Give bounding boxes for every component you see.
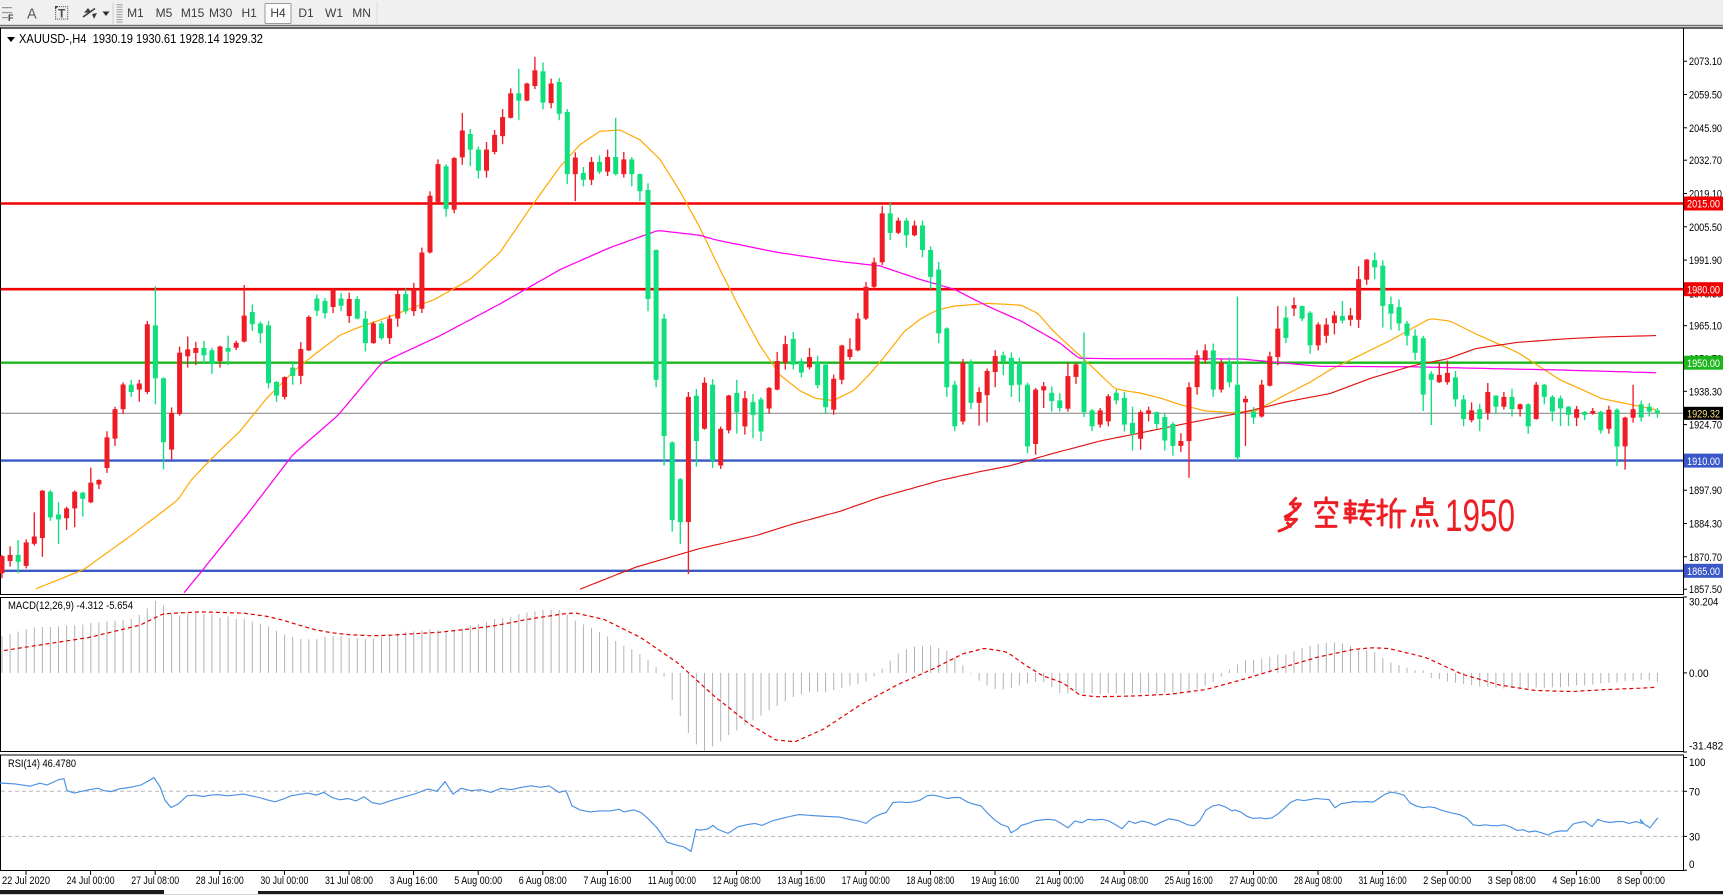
svg-text:3 Sep 08:00: 3 Sep 08:00 — [1488, 875, 1536, 887]
svg-text:22 Jul 2020: 22 Jul 2020 — [2, 875, 50, 887]
svg-text:F: F — [8, 13, 14, 23]
svg-text:1865.00: 1865.00 — [1687, 566, 1720, 578]
svg-text:30 Jul 00:00: 30 Jul 00:00 — [260, 875, 308, 887]
svg-text:21 Aug 00:00: 21 Aug 00:00 — [1036, 875, 1084, 887]
svg-text:D1: D1 — [298, 6, 314, 20]
svg-text:H1: H1 — [242, 6, 258, 20]
svg-text:19 Aug 16:00: 19 Aug 16:00 — [971, 875, 1019, 887]
svg-text:27 Aug 00:00: 27 Aug 00:00 — [1229, 875, 1277, 887]
svg-text:2059.50: 2059.50 — [1689, 90, 1722, 102]
svg-text:1980.00: 1980.00 — [1687, 284, 1720, 296]
svg-text:2045.90: 2045.90 — [1689, 123, 1722, 135]
svg-text:1950: 1950 — [1445, 490, 1515, 541]
svg-text:1857.50: 1857.50 — [1689, 584, 1722, 596]
svg-text:W1: W1 — [325, 6, 343, 20]
svg-text:M15: M15 — [181, 6, 205, 20]
svg-text:100: 100 — [1689, 757, 1706, 769]
svg-text:12 Aug 08:00: 12 Aug 08:00 — [713, 875, 761, 887]
svg-text:31 Jul 08:00: 31 Jul 08:00 — [325, 875, 373, 887]
svg-text:1884.30: 1884.30 — [1689, 519, 1722, 531]
svg-text:1965.10: 1965.10 — [1689, 321, 1722, 333]
svg-text:25 Aug 16:00: 25 Aug 16:00 — [1165, 875, 1213, 887]
svg-text:MACD(12,26,9) -4.312 -5.654: MACD(12,26,9) -4.312 -5.654 — [8, 600, 133, 612]
svg-text:30: 30 — [1689, 831, 1700, 843]
svg-text:RSI(14) 46.4780: RSI(14) 46.4780 — [8, 758, 76, 770]
svg-text:28 Jul 16:00: 28 Jul 16:00 — [196, 875, 244, 887]
svg-text:XAUUSD-,H4 1930.19 1930.61 19: XAUUSD-,H4 1930.19 1930.61 1928.14 1929.… — [19, 32, 263, 46]
svg-text:MN: MN — [352, 6, 371, 20]
svg-text:2005.50: 2005.50 — [1689, 222, 1722, 234]
svg-text:18 Aug 08:00: 18 Aug 08:00 — [906, 875, 954, 887]
svg-text:1910.00: 1910.00 — [1687, 456, 1720, 468]
svg-text:8 Sep 00:00: 8 Sep 00:00 — [1617, 875, 1665, 887]
svg-text:30.204: 30.204 — [1689, 597, 1718, 609]
svg-text:1938.30: 1938.30 — [1689, 386, 1722, 398]
svg-text:17 Aug 00:00: 17 Aug 00:00 — [842, 875, 890, 887]
svg-text:70: 70 — [1689, 786, 1700, 798]
svg-text:M5: M5 — [156, 6, 173, 20]
svg-text:T: T — [58, 7, 66, 21]
svg-text:M1: M1 — [127, 6, 144, 20]
svg-text:2 Sep 00:00: 2 Sep 00:00 — [1423, 875, 1471, 887]
svg-text:13 Aug 16:00: 13 Aug 16:00 — [777, 875, 825, 887]
svg-text:31 Aug 16:00: 31 Aug 16:00 — [1359, 875, 1407, 887]
svg-text:1991.90: 1991.90 — [1689, 255, 1722, 267]
svg-text:H4: H4 — [270, 6, 286, 20]
svg-text:1897.90: 1897.90 — [1689, 485, 1722, 497]
svg-text:A: A — [27, 7, 37, 23]
svg-text:1929.32: 1929.32 — [1687, 408, 1720, 420]
svg-text:5 Aug 00:00: 5 Aug 00:00 — [454, 875, 502, 887]
svg-text:7 Aug 16:00: 7 Aug 16:00 — [583, 875, 631, 887]
svg-text:0: 0 — [1689, 859, 1695, 871]
svg-text:M30: M30 — [209, 6, 233, 20]
svg-text:28 Aug 08:00: 28 Aug 08:00 — [1294, 875, 1342, 887]
svg-text:27 Jul 08:00: 27 Jul 08:00 — [131, 875, 179, 887]
svg-text:0.00: 0.00 — [1689, 668, 1709, 680]
svg-text:11 Aug 00:00: 11 Aug 00:00 — [648, 875, 696, 887]
svg-text:2073.10: 2073.10 — [1689, 56, 1722, 68]
svg-text:2032.70: 2032.70 — [1689, 155, 1722, 167]
svg-text:3 Aug 16:00: 3 Aug 16:00 — [390, 875, 438, 887]
svg-text:1870.70: 1870.70 — [1689, 552, 1722, 564]
svg-text:1950.00: 1950.00 — [1687, 358, 1720, 370]
svg-text:1924.70: 1924.70 — [1689, 420, 1722, 432]
svg-text:-31.482: -31.482 — [1689, 741, 1723, 753]
svg-text:2015.00: 2015.00 — [1687, 199, 1720, 211]
svg-text:4 Sep 16:00: 4 Sep 16:00 — [1552, 875, 1600, 887]
svg-text:6 Aug 08:00: 6 Aug 08:00 — [519, 875, 567, 887]
svg-text:24 Aug 08:00: 24 Aug 08:00 — [1100, 875, 1148, 887]
svg-text:24 Jul 00:00: 24 Jul 00:00 — [67, 875, 115, 887]
